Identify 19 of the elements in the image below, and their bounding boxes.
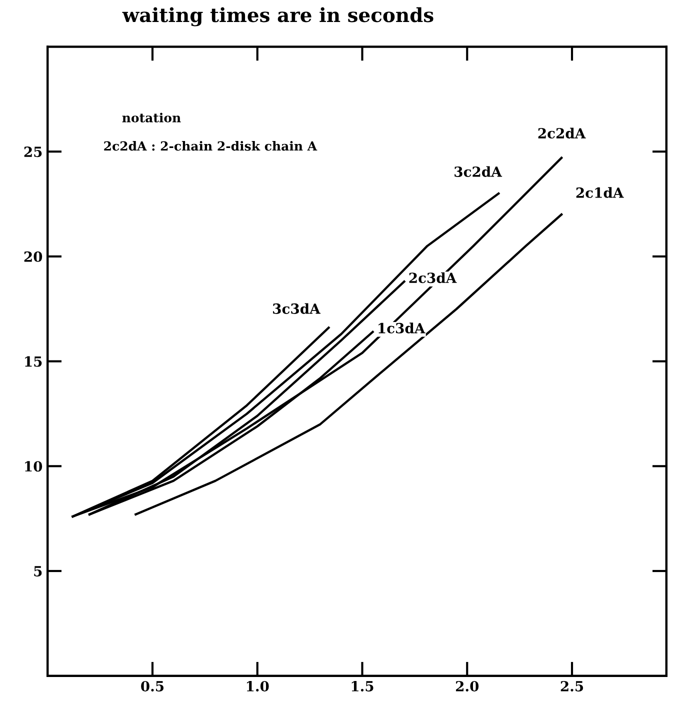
y-tick-label: 15 [25,356,42,367]
x-tick-label: 2.5 [560,680,584,692]
x-tick-label: 1.5 [352,680,374,692]
y-tick-label: 10 [25,461,42,472]
series-label: 3c2dA [454,166,502,177]
y-tick-label: 25 [24,146,42,158]
x-tick-label: 2.0 [456,680,479,692]
chart-title: waiting times are in seconds [122,7,434,26]
series-label: 2c2dA [538,128,586,139]
y-tick-label: 20 [24,251,42,262]
series-label: 2c1dA [576,187,624,198]
series-label: 2c3dA [409,272,457,284]
y-tick-label: 5 [34,566,42,576]
x-tick-label: 0.5 [141,680,164,692]
series-label: 3c3dA [273,303,321,314]
annotation: notation [122,112,181,122]
x-tick-label: 1.0 [246,680,269,692]
annotation: 2c2dA : 2-chain 2-disk chain A [104,141,318,151]
series-label: 1c3dA [378,322,426,334]
